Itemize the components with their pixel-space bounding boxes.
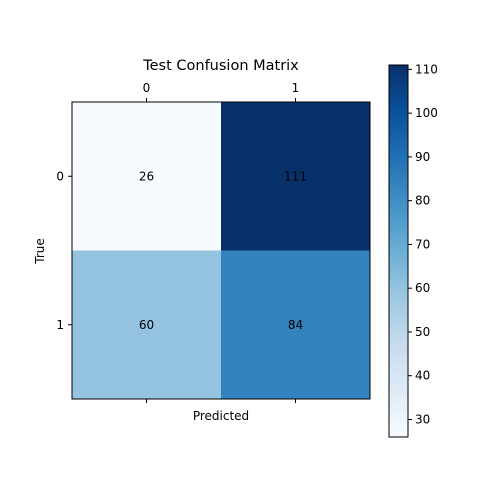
colorbar-tick-label-4: 70: [415, 237, 430, 251]
colorbar-tick-label-5: 80: [415, 194, 430, 208]
cell-value-label-0-1: 111: [284, 169, 307, 183]
y-axis-ticks: 01: [56, 169, 72, 332]
cell-value-label-0-0: 26: [139, 169, 154, 183]
colorbar-tick-label-1: 40: [415, 369, 430, 383]
chart-title: Test Confusion Matrix: [142, 58, 299, 74]
heatmap-cell-1-1: [221, 250, 371, 400]
heatmap-cell-0-0: [72, 102, 222, 251]
heatmap-cells: [72, 102, 371, 400]
cell-value-label-1-0: 60: [139, 318, 154, 332]
colorbar: [388, 64, 409, 438]
colorbar-tick-label-7: 100: [415, 106, 438, 120]
heatmap-cell-1-0: [72, 250, 222, 400]
colorbar-tick-label-0: 30: [415, 412, 430, 426]
y-axis-label: True: [33, 238, 47, 265]
colorbar-tick-label-6: 90: [415, 150, 430, 164]
x-axis-label: Predicted: [193, 409, 249, 423]
x-tick-label-1: 1: [292, 81, 300, 95]
colorbar-tick-label-2: 50: [415, 325, 430, 339]
x-tick-label-0: 0: [143, 81, 151, 95]
colorbar-ticks: 30 40 50 60 70 80 90 100 110: [408, 62, 438, 426]
cell-value-label-1-1: 84: [288, 318, 303, 332]
y-tick-label-0: 0: [56, 169, 64, 183]
heatmap-cell-labels: 26 111 60 84: [139, 169, 307, 332]
y-tick-label-1: 1: [56, 318, 64, 332]
colorbar-tick-label-8: 110: [415, 62, 438, 76]
plot-frame: [71, 101, 371, 400]
colorbar-tick-label-3: 60: [415, 281, 430, 295]
heatmap-cell-0-1: [221, 102, 371, 251]
